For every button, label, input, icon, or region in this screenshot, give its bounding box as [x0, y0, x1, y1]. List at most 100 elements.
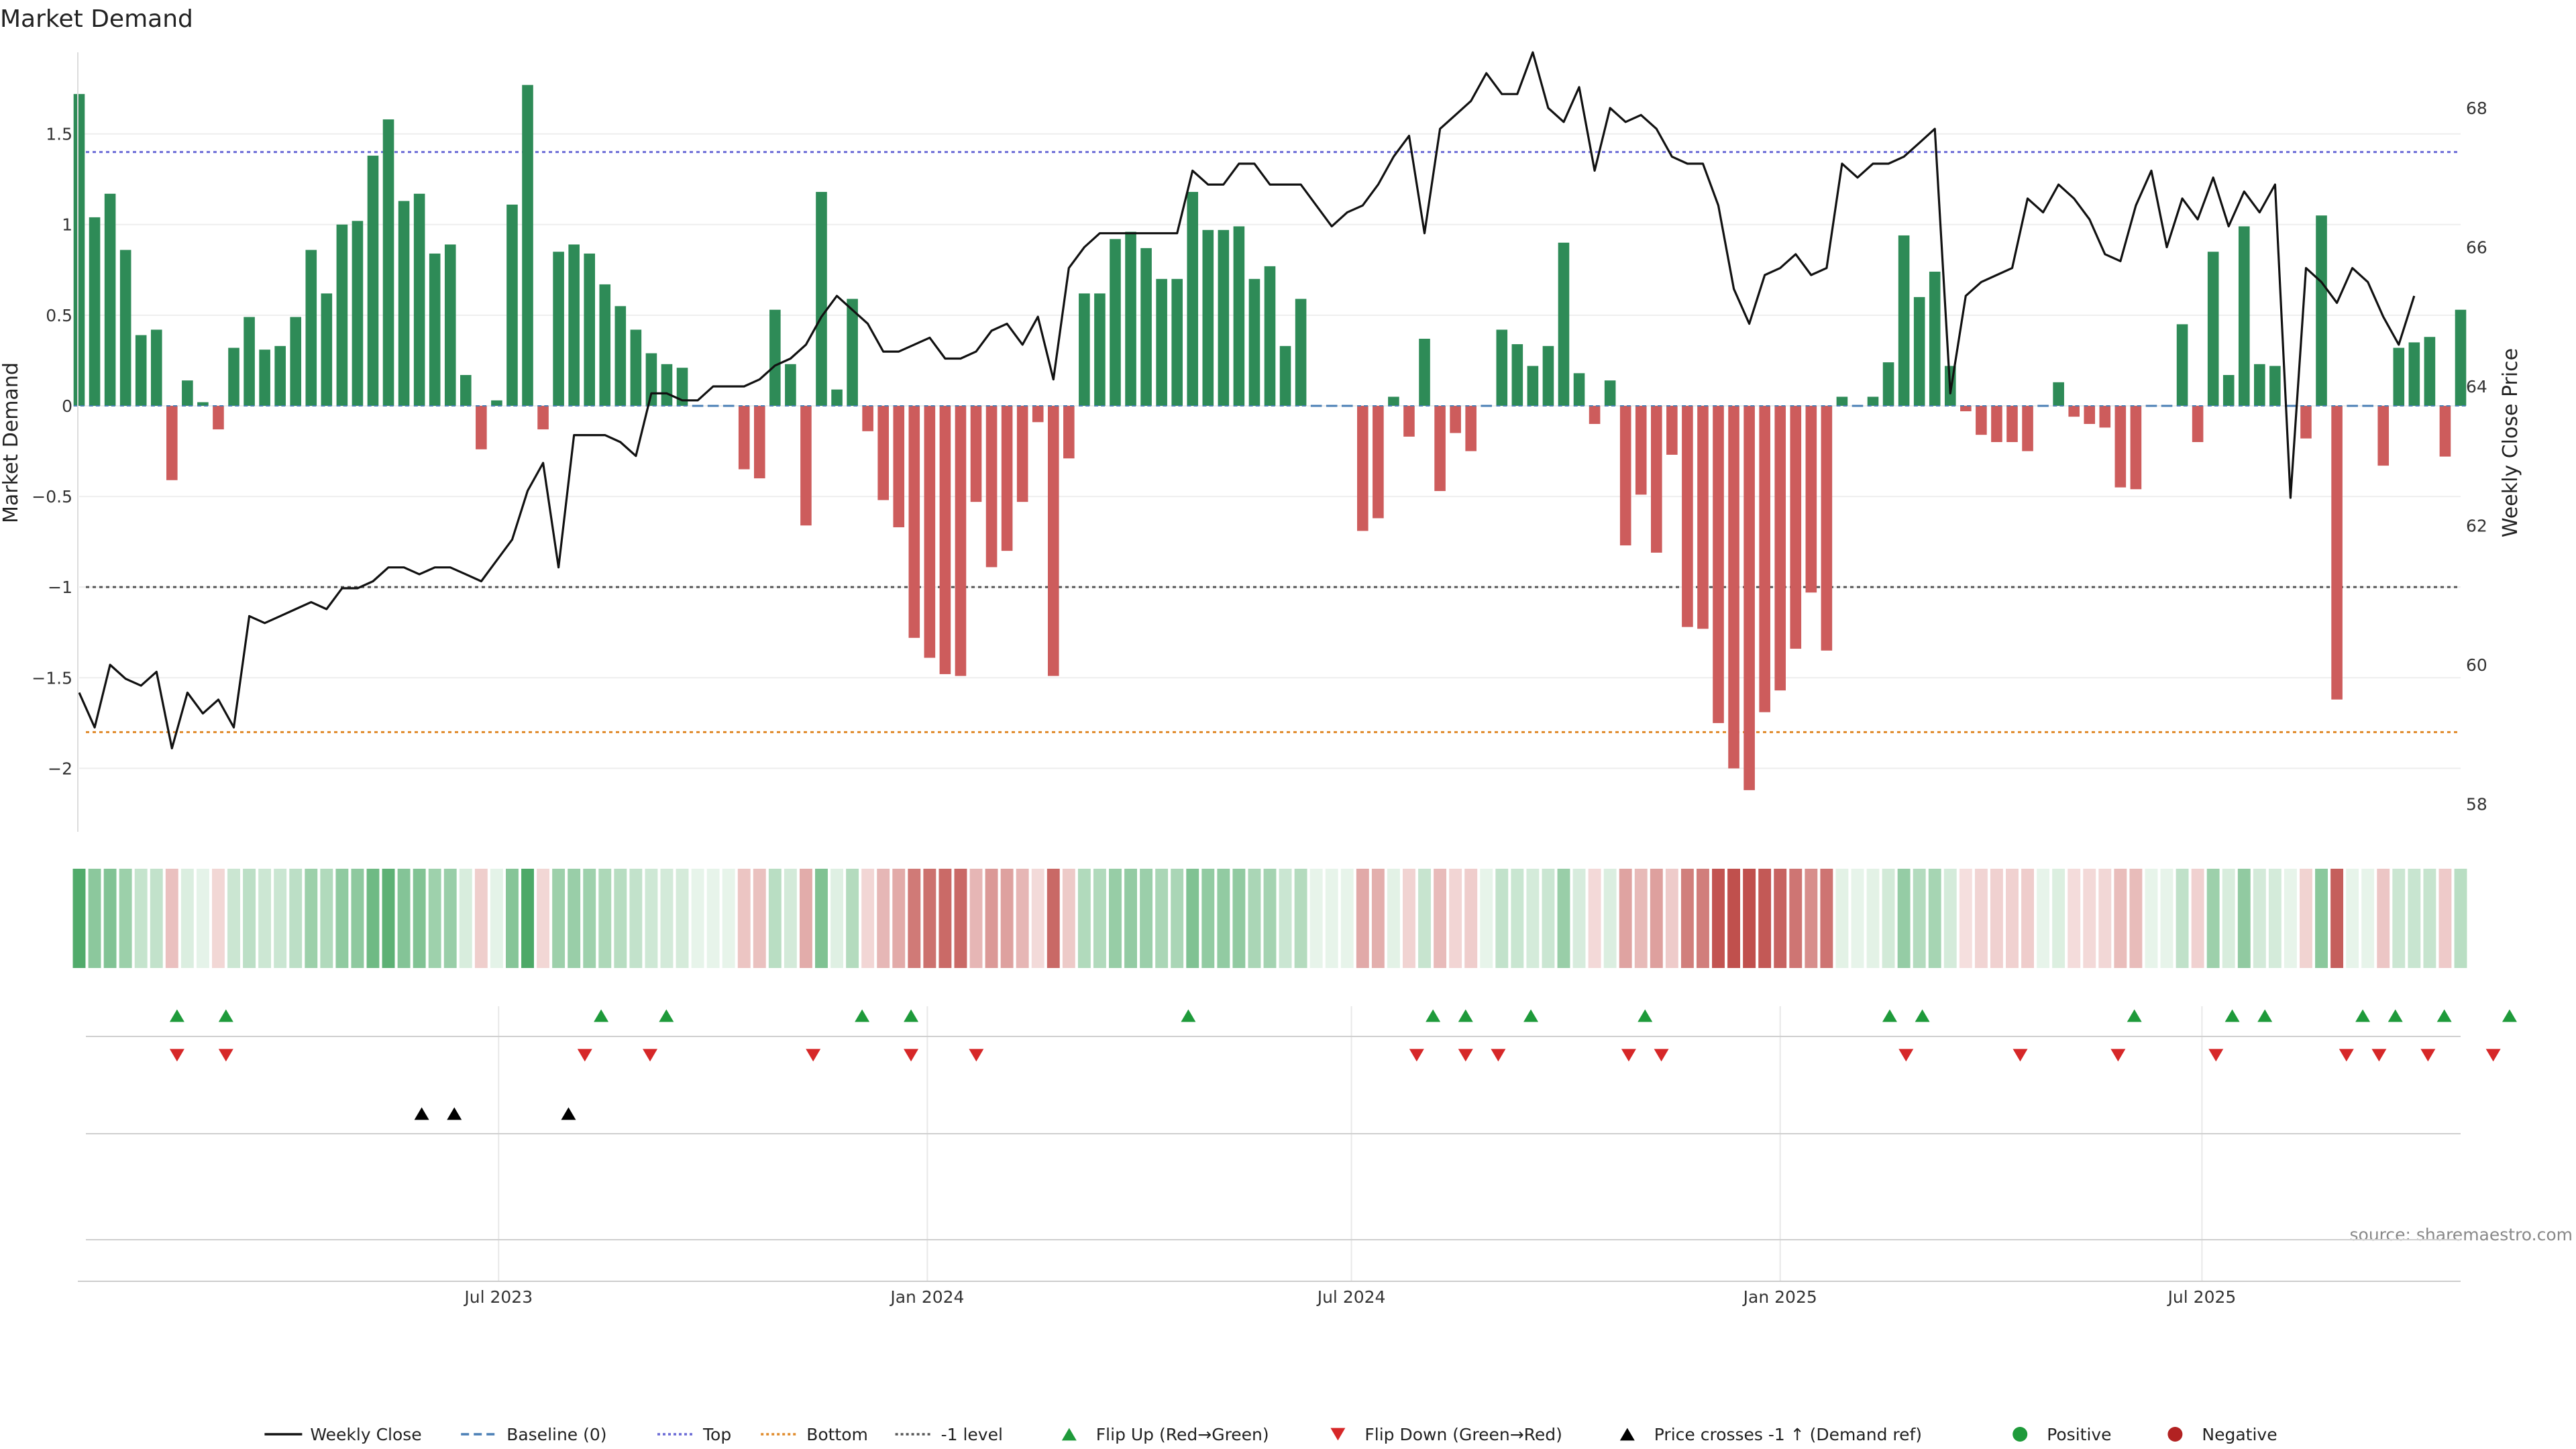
flip-up-marker	[2502, 1009, 2517, 1022]
flip-up-marker	[2436, 1009, 2452, 1022]
demand-bar-negative	[1063, 405, 1075, 459]
demand-bar-positive	[1140, 248, 1152, 406]
legend: Weekly Close Baseline (0) Top Bottom -1 leve…	[264, 1425, 2277, 1444]
demand-bar-positive	[1388, 396, 1399, 406]
heat-cell	[598, 869, 612, 968]
demand-bar-positive	[1836, 396, 1848, 406]
flip-up-marker	[659, 1009, 674, 1022]
heat-cell	[1835, 869, 1849, 968]
heat-cell	[289, 869, 303, 968]
heat-cell	[2438, 869, 2452, 968]
heat-cell	[1016, 869, 1029, 968]
flip-down-marker	[2371, 1049, 2387, 1062]
heat-cell	[2176, 869, 2189, 968]
heat-cell	[2300, 869, 2312, 968]
y-tick-label-left: 0	[62, 396, 72, 416]
heat-cell	[119, 869, 132, 968]
heat-cell	[1789, 869, 1803, 968]
demand-bar-negative	[2300, 405, 2312, 439]
heat-cell	[274, 869, 287, 968]
legend-swatch	[2167, 1427, 2183, 1442]
heat-cell	[892, 869, 906, 968]
heat-cell	[1727, 869, 1741, 968]
x-tick-label: Jul 2024	[1316, 1287, 1386, 1307]
demand-bar-negative	[1001, 405, 1013, 551]
heat-cell	[1495, 869, 1509, 968]
heat-cell	[320, 869, 333, 968]
demand-bar-negative	[800, 405, 812, 526]
heat-cell	[1851, 869, 1864, 968]
demand-bar-negative	[1805, 405, 1817, 593]
demand-bar-positive	[1233, 226, 1245, 406]
demand-bar-positive	[413, 193, 425, 406]
heat-cell	[706, 869, 720, 968]
heat-cell	[645, 869, 658, 968]
heat-cell	[815, 869, 828, 968]
flip-up-marker	[2257, 1009, 2273, 1022]
demand-bar-positive	[352, 221, 364, 406]
flip-up-marker	[904, 1009, 919, 1022]
legend-item: Negative	[2167, 1425, 2277, 1444]
flip-down-marker	[1409, 1049, 1424, 1062]
heat-cell	[428, 869, 441, 968]
demand-bar-positive	[831, 389, 843, 406]
heat-cell	[443, 869, 457, 968]
heat-cell	[1634, 869, 1648, 968]
demand-bar-positive	[553, 252, 564, 406]
demand-bar-positive	[73, 94, 85, 406]
reference-lines	[86, 151, 2461, 733]
heat-cell	[1712, 869, 1725, 968]
heat-cell	[1820, 869, 1833, 968]
demand-bar-positive	[630, 329, 642, 406]
price-cross-marker	[561, 1107, 576, 1120]
heat-cell	[1248, 869, 1261, 968]
heat-cell	[1418, 869, 1431, 968]
demand-bar-positive	[522, 85, 533, 406]
heat-cell	[2330, 869, 2344, 968]
demand-bar-positive	[1156, 278, 1167, 406]
demand-bar-negative	[1774, 405, 1786, 691]
heat-cell	[1743, 869, 1756, 968]
heat-cell	[1232, 869, 1246, 968]
demand-bar-negative	[166, 405, 178, 480]
heat-cell	[1588, 869, 1601, 968]
demand-bar-positive	[1913, 297, 1925, 406]
demand-bar-positive	[2254, 364, 2265, 406]
demand-bar-positive	[135, 335, 147, 406]
demand-bar-positive	[1511, 344, 1523, 406]
x-tick-label: Jan 2024	[889, 1287, 964, 1307]
heat-cell	[1077, 869, 1091, 968]
heat-cell	[1031, 869, 1044, 968]
heat-cell	[1542, 869, 1555, 968]
demand-bar-negative	[939, 405, 951, 674]
heat-cell	[2315, 869, 2328, 968]
demand-bar-positive	[1882, 362, 1894, 406]
demand-bar-negative	[1666, 405, 1678, 455]
heat-cell	[1974, 869, 1988, 968]
demand-bar-negative	[2439, 405, 2451, 457]
demand-bar-positive	[150, 329, 162, 406]
flip-down-marker	[2012, 1049, 2028, 1062]
heat-cell	[103, 869, 117, 968]
heat-cell	[196, 869, 209, 968]
demand-bar-negative	[2331, 405, 2343, 700]
demand-bar-negative	[753, 405, 765, 479]
demand-bar-negative	[1450, 405, 1461, 433]
heat-cell	[1217, 869, 1230, 968]
heat-cell	[1171, 869, 1184, 968]
heat-cell	[846, 869, 859, 968]
flip-up-marker	[2387, 1009, 2403, 1022]
heat-cell	[2237, 869, 2251, 968]
heat-cell	[474, 869, 488, 968]
legend-label: Bottom	[806, 1425, 868, 1444]
y-axis-title-left: Market Demand	[0, 362, 23, 523]
flip-down-marker	[169, 1049, 184, 1062]
demand-bar-negative	[1697, 405, 1709, 629]
demand-bar-positive	[1558, 242, 1570, 406]
demand-bar-negative	[738, 405, 750, 470]
heat-cell	[2145, 869, 2158, 968]
flip-down-marker	[1621, 1049, 1636, 1062]
demand-bar-positive	[2053, 382, 2064, 406]
flip-down-marker	[1491, 1049, 1506, 1062]
